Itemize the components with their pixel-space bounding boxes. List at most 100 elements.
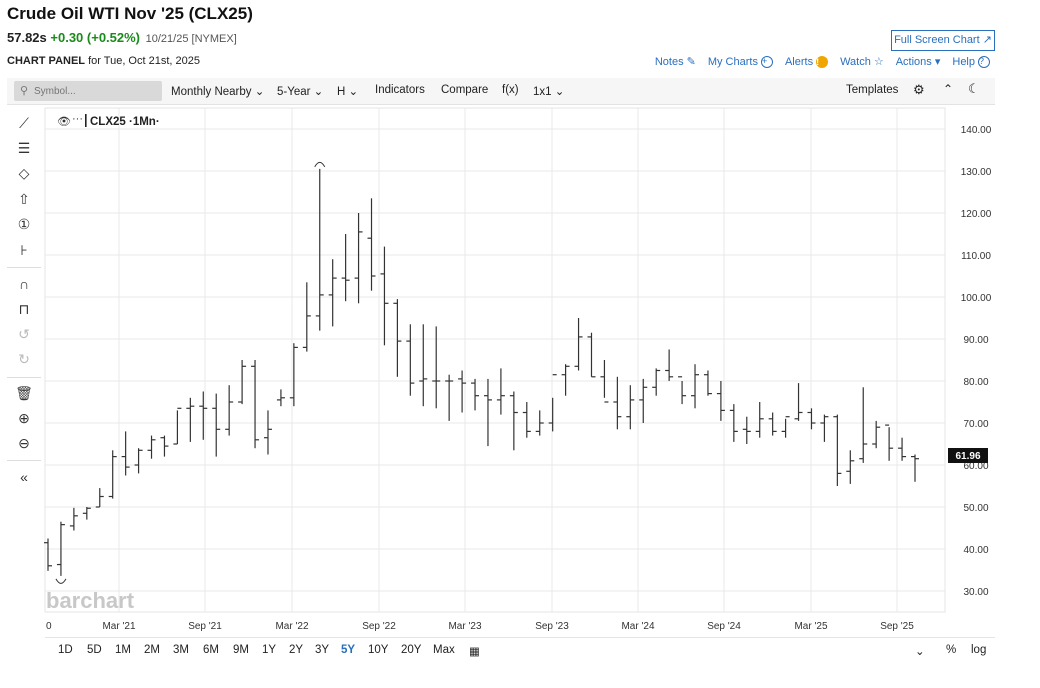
ohlc-bar <box>95 488 104 508</box>
ohlc-bar <box>367 198 376 291</box>
zoom-in-icon[interactable]: ⊕ <box>18 410 30 426</box>
collapse-panel-icon[interactable]: « <box>20 469 28 485</box>
annotation-number-icon[interactable]: ① <box>17 216 31 232</box>
range-10y[interactable]: 10Y <box>368 644 389 656</box>
x-tick-label: Mar '23 <box>448 621 481 632</box>
ohlc-bar <box>742 416 751 444</box>
ohlc-bar <box>729 404 738 442</box>
magnet-icon[interactable]: ∩ <box>18 276 30 292</box>
search-icon: ⚲ <box>20 85 29 97</box>
range-5d[interactable]: 5D <box>87 644 102 656</box>
calendar-icon[interactable]: ▦ <box>469 646 480 658</box>
help-label: Help <box>952 55 975 68</box>
barchart-watermark: barchart <box>46 588 135 613</box>
notes-link[interactable]: Notes ✎ <box>655 55 696 69</box>
chart-panel-date: for Tue, Oct 21st, 2025 <box>88 55 200 67</box>
chart-series-label: CLX25 ·1Mn· <box>90 116 160 128</box>
x-tick-label: Mar '24 <box>621 621 654 632</box>
y-tick-label: 110.00 <box>961 251 991 262</box>
range-2m[interactable]: 2M <box>144 644 160 656</box>
y-axis: 140.00 130.00 120.00 110.00 100.00 90.00 80.00… <box>961 125 992 598</box>
x-tick-label: Sep '22 <box>362 621 396 632</box>
symbol-search-input[interactable] <box>14 81 162 101</box>
undo-icon[interactable]: ↺ <box>18 326 30 342</box>
x-axis: 0 Mar '21 Sep '21 Mar '22 Sep '22 Mar '23 Sep … <box>46 621 914 632</box>
my-charts-link[interactable]: My Charts + <box>708 55 773 68</box>
trash-icon[interactable]: 🗑 <box>15 385 33 401</box>
chevron-down-icon: ⌄ <box>554 86 565 98</box>
range-selector: 1D 5D 1M 2M 3M 6M 9M 1Y 2Y 3Y 5Y 10Y 20Y Max ▦ ⌄% log <box>45 637 995 661</box>
trendline-tool-icon[interactable]: ⟋ <box>19 115 29 131</box>
layout-dropdown[interactable]: 1x1 ⌄ <box>533 84 564 98</box>
range-3y[interactable]: 3Y <box>315 644 330 656</box>
range-20y[interactable]: 20Y <box>401 644 422 656</box>
ohlc-bar <box>587 332 596 378</box>
chevron-down-icon[interactable]: ⌄ <box>915 646 925 658</box>
range-dropdown[interactable]: 5-Year ⌄ <box>277 84 323 98</box>
ohlc-bar <box>315 168 324 331</box>
ohlc-bar <box>212 393 221 457</box>
log-toggle[interactable]: log <box>971 644 987 656</box>
range-6m[interactable]: 6M <box>203 644 219 656</box>
fibonacci-tool-icon[interactable]: ☰ <box>17 140 31 156</box>
redo-icon[interactable]: ↻ <box>18 351 30 367</box>
alerts-link[interactable]: Alerts! <box>784 55 829 68</box>
range-9m[interactable]: 9M <box>233 644 249 656</box>
range-3m[interactable]: 3M <box>173 644 189 656</box>
indicators-button[interactable]: Indicators <box>375 84 425 96</box>
ohlc-bar <box>147 435 156 459</box>
range-1d[interactable]: 1D <box>58 644 73 656</box>
y-tick-label: 60.00 <box>963 461 988 472</box>
actions-menu[interactable]: Actions ▾ <box>895 56 941 68</box>
x-tick-label: Mar '22 <box>275 621 308 632</box>
range-2y[interactable]: 2Y <box>289 644 304 656</box>
x-tick-label: Mar '25 <box>794 621 827 632</box>
ohlc-bar <box>393 299 402 377</box>
templates-button[interactable]: Templates <box>846 84 899 96</box>
zoom-out-icon[interactable]: ⊖ <box>18 435 30 451</box>
chevron-down-icon: ⌄ <box>313 86 324 98</box>
settings-gear-icon[interactable]: ⚙ <box>913 82 925 97</box>
y-tick-label: 70.00 <box>963 419 988 430</box>
ohlc-bar <box>263 410 272 455</box>
quote-line: 57.82s +0.30 (+0.52%) 10/21/25 [NYMEX] <box>7 30 237 45</box>
lock-icon[interactable]: ⊓ <box>18 301 30 317</box>
range-max[interactable]: Max <box>433 644 455 656</box>
percent-toggle[interactable]: % <box>946 644 957 656</box>
shape-tool-icon[interactable]: ◇ <box>18 165 30 181</box>
ohlc-bar <box>380 246 389 346</box>
ohlc-bar <box>432 326 441 409</box>
arrow-tool-icon[interactable]: ⇧ <box>18 191 30 207</box>
full-screen-chart-button[interactable]: Full Screen Chart ↗ <box>891 30 995 51</box>
alert-icon: ! <box>816 55 829 68</box>
y-tick-label: 90.00 <box>963 335 988 346</box>
ohlc-bar <box>846 450 855 484</box>
period-dropdown[interactable]: Monthly Nearby ⌄ <box>171 84 264 98</box>
measure-tool-icon[interactable]: ⊦ <box>20 242 28 258</box>
ohlc-bar <box>302 282 311 352</box>
watch-label: Watch <box>840 55 871 68</box>
watch-link[interactable]: Watch ☆ <box>840 55 884 69</box>
collapse-up-icon[interactable]: ⌃ <box>943 82 954 96</box>
dark-mode-moon-icon[interactable]: ☾ <box>968 81 980 96</box>
ohlc-bar <box>199 391 208 440</box>
ohlc-bar <box>509 391 518 451</box>
ohlc-bar <box>134 448 143 474</box>
alerts-label: Alerts <box>784 55 814 68</box>
ohlc-bar <box>859 387 868 463</box>
help-link[interactable]: Help? <box>952 55 990 68</box>
y-tick-label: 100.00 <box>961 293 992 304</box>
ohlc-bar <box>768 412 777 436</box>
range-1m[interactable]: 1M <box>115 644 131 656</box>
range-1y[interactable]: 1Y <box>262 644 277 656</box>
ohlc-bar <box>833 414 842 486</box>
fx-button[interactable]: f(x) <box>502 84 519 96</box>
compare-button[interactable]: Compare <box>441 84 489 96</box>
ohlc-bar <box>911 454 919 482</box>
y-tick-label: 140.00 <box>961 125 992 136</box>
bar-style-dropdown[interactable]: H ⌄ <box>337 84 358 98</box>
last-price-tag: 61.96 <box>948 448 988 463</box>
range-5y[interactable]: 5Y <box>341 644 356 656</box>
my-charts-label: My Charts <box>707 55 758 68</box>
